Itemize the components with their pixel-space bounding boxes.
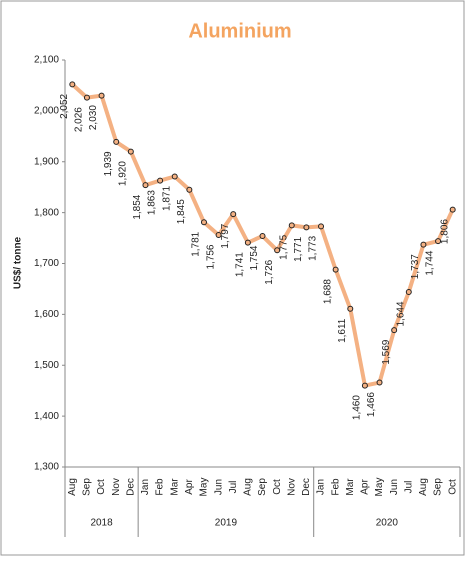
- point: [186, 186, 193, 193]
- point: [274, 247, 281, 254]
- x-group-label: 2019: [215, 518, 238, 529]
- point: [69, 81, 76, 88]
- y-tick-label: 1,500: [34, 360, 59, 371]
- point: [142, 182, 149, 189]
- point: [98, 92, 105, 99]
- point: [83, 94, 90, 101]
- point: [303, 224, 310, 231]
- value-label: 1,854: [132, 194, 143, 219]
- chart-title: Aluminium: [188, 20, 291, 42]
- value-label: 1,771: [293, 236, 304, 261]
- value-label: 2,030: [88, 105, 99, 130]
- value-label: 1,939: [103, 151, 114, 176]
- point: [171, 173, 178, 180]
- x-tick-label: Aug: [243, 478, 254, 496]
- x-tick-label: Mar: [345, 478, 356, 496]
- x-tick-label: Jan: [316, 479, 327, 495]
- x-tick-label: Apr: [360, 479, 371, 495]
- x-tick-label: Sep: [433, 478, 444, 496]
- x-tick-label: Mar: [169, 478, 180, 496]
- value-label: 1,863: [147, 190, 158, 215]
- value-label: 1,688: [322, 279, 333, 304]
- y-tick-label: 1,800: [34, 207, 59, 218]
- y-axis-label: US$/ tonne: [13, 236, 24, 289]
- x-tick-label: Dec: [301, 478, 312, 496]
- value-label: 2,052: [59, 93, 70, 118]
- point: [157, 177, 164, 184]
- x-tick-label: Apr: [184, 479, 195, 495]
- x-tick-label: Jul: [228, 481, 239, 494]
- value-label: 1,644: [395, 301, 406, 326]
- y-tick-label: 1,400: [34, 411, 59, 422]
- y-tick-label: 2,100: [34, 55, 59, 66]
- x-tick-label: Oct: [96, 479, 107, 495]
- point: [420, 241, 427, 248]
- x-tick-label: Feb: [155, 478, 166, 496]
- x-tick-label: Aug: [418, 478, 429, 496]
- value-label: 1,726: [264, 259, 275, 284]
- x-group-label: 2020: [376, 518, 399, 529]
- point: [449, 206, 456, 213]
- value-label: 1,920: [117, 161, 128, 186]
- value-label: 1,773: [308, 235, 319, 260]
- value-label: 1,871: [161, 186, 172, 211]
- x-tick-label: Oct: [272, 479, 283, 495]
- point: [259, 233, 266, 240]
- point: [215, 232, 222, 239]
- x-tick-label: Oct: [447, 479, 458, 495]
- value-label: 1,775: [278, 234, 289, 259]
- value-label: 1,797: [220, 223, 231, 248]
- y-tick-label: 1,300: [34, 462, 59, 473]
- x-tick-label: Sep: [257, 478, 268, 496]
- point: [127, 148, 134, 155]
- value-label: 1,756: [205, 244, 216, 269]
- point: [391, 327, 398, 334]
- point: [113, 138, 120, 145]
- point: [244, 239, 251, 246]
- x-group-label: 2018: [90, 518, 113, 529]
- x-tick-label: Jan: [140, 479, 151, 495]
- value-label: 1,460: [352, 395, 363, 420]
- x-tick-label: Feb: [330, 478, 341, 496]
- x-tick-label: Jun: [389, 479, 400, 495]
- value-label: 1,754: [249, 245, 260, 270]
- x-tick-label: Dec: [125, 478, 136, 496]
- value-label: 2,026: [74, 107, 85, 132]
- x-tick-label: Jun: [213, 479, 224, 495]
- y-tick-label: 2,000: [34, 106, 59, 117]
- point: [361, 382, 368, 389]
- value-label: 1,611: [337, 318, 348, 343]
- x-tick-label: May: [199, 478, 210, 497]
- value-label: 1,741: [235, 252, 246, 277]
- x-tick-label: Nov: [111, 478, 122, 496]
- x-tick-label: Sep: [82, 478, 93, 496]
- value-label: 1,737: [410, 254, 421, 279]
- x-tick-label: Jul: [403, 481, 414, 494]
- value-label: 1,466: [366, 392, 377, 417]
- point: [405, 288, 412, 295]
- point: [200, 219, 207, 226]
- point: [288, 222, 295, 229]
- value-label: 1,781: [191, 231, 202, 256]
- value-label: 1,569: [381, 339, 392, 364]
- x-tick-label: Aug: [67, 478, 78, 496]
- point: [347, 305, 354, 312]
- x-tick-label: Nov: [286, 478, 297, 496]
- point: [230, 211, 237, 218]
- value-label: 1,744: [425, 250, 436, 275]
- point: [435, 238, 442, 245]
- y-tick-label: 1,900: [34, 156, 59, 167]
- point: [318, 223, 325, 230]
- x-tick-label: May: [374, 478, 385, 497]
- value-label: 1,845: [176, 199, 187, 224]
- y-tick-label: 1,700: [34, 258, 59, 269]
- point: [376, 379, 383, 386]
- value-label: 1,806: [439, 219, 450, 244]
- y-tick-label: 1,600: [34, 309, 59, 320]
- point: [332, 266, 339, 273]
